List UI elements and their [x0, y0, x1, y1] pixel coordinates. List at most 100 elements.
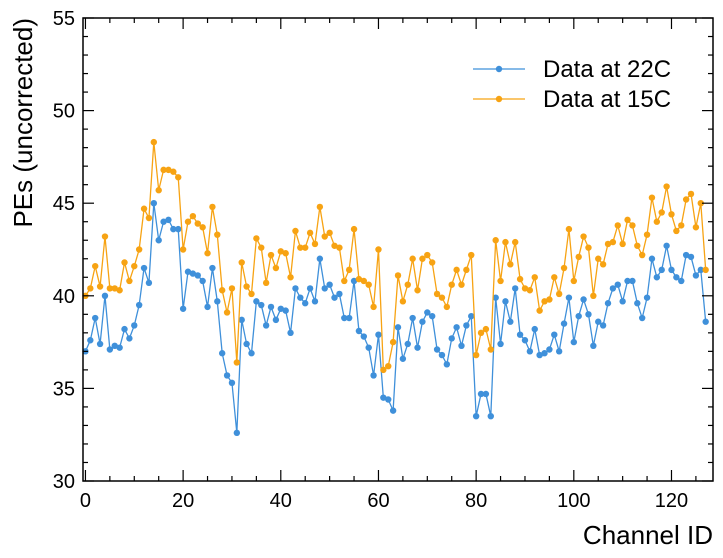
- data-point: [585, 244, 592, 251]
- data-point: [311, 298, 319, 305]
- data-point: [536, 351, 543, 359]
- data-point: [277, 248, 284, 255]
- data-point: [409, 314, 416, 322]
- data-point: [135, 246, 143, 253]
- data-point: [223, 372, 231, 379]
- data-point: [218, 350, 226, 357]
- data-point: [604, 300, 612, 307]
- data-point: [555, 348, 563, 355]
- data-point: [433, 290, 441, 298]
- data-point: [155, 187, 162, 194]
- data-point: [380, 394, 387, 401]
- data-point: [648, 194, 656, 201]
- data-point: [341, 314, 348, 322]
- y-tick-label: 35: [53, 378, 75, 400]
- data-point: [121, 259, 128, 266]
- data-point: [262, 279, 270, 287]
- data-point: [482, 325, 490, 333]
- data-point: [370, 372, 377, 379]
- data-point: [541, 350, 548, 357]
- data-point: [472, 351, 480, 359]
- data-point: [262, 322, 270, 329]
- data-point: [414, 287, 421, 294]
- data-point: [414, 344, 421, 351]
- data-point: [253, 235, 260, 242]
- data-point: [609, 285, 617, 292]
- series-line: [84, 203, 707, 433]
- data-point: [214, 298, 221, 305]
- data-point: [365, 344, 372, 351]
- data-point: [404, 340, 411, 348]
- data-point: [350, 225, 358, 233]
- data-point: [668, 211, 675, 218]
- data-point: [546, 296, 553, 303]
- data-point: [580, 233, 587, 240]
- data-point: [419, 318, 426, 325]
- data-point: [394, 324, 402, 331]
- y-tick-label: 30: [53, 471, 75, 493]
- data-point: [512, 285, 519, 292]
- data-point: [468, 251, 475, 259]
- y-tick-label: 50: [53, 101, 75, 123]
- data-point: [453, 266, 460, 274]
- data-point: [106, 346, 114, 353]
- data-point: [570, 338, 578, 346]
- data-point: [135, 301, 143, 309]
- data-point: [687, 253, 695, 261]
- data-point: [682, 251, 690, 259]
- data-point: [87, 337, 94, 344]
- data-point: [673, 274, 680, 281]
- data-point: [687, 190, 695, 198]
- y-axis-label: PEs (uncorrected): [8, 18, 38, 228]
- data-point: [370, 303, 377, 311]
- data-point: [360, 277, 368, 285]
- x-tick-label: 0: [80, 490, 91, 512]
- data-point: [272, 316, 280, 324]
- data-point: [565, 294, 573, 301]
- data-point: [448, 281, 455, 288]
- data-point: [321, 285, 328, 292]
- data-point: [663, 242, 670, 249]
- data-point: [385, 362, 392, 370]
- data-point: [218, 287, 226, 294]
- data-point: [424, 251, 431, 259]
- data-point: [277, 305, 284, 312]
- data-point: [209, 264, 216, 272]
- data-point: [443, 361, 451, 368]
- data-point: [253, 298, 260, 305]
- data-point: [551, 331, 558, 338]
- data-point: [555, 290, 563, 298]
- data-point: [199, 277, 206, 285]
- data-point: [443, 303, 451, 311]
- data-point: [619, 240, 626, 248]
- data-point: [360, 333, 368, 340]
- data-point: [238, 316, 245, 324]
- data-point: [165, 166, 172, 174]
- data-point: [345, 266, 353, 274]
- data-point: [302, 244, 309, 251]
- data-point: [551, 274, 558, 281]
- data-point: [233, 429, 241, 437]
- data-point: [653, 218, 661, 225]
- data-point: [96, 340, 104, 348]
- data-point: [92, 314, 99, 322]
- data-point: [419, 255, 426, 262]
- data-point: [629, 222, 636, 229]
- series-2: [82, 138, 709, 374]
- data-point: [228, 379, 236, 387]
- data-point: [267, 251, 275, 259]
- data-point: [502, 238, 509, 246]
- data-point: [365, 281, 372, 288]
- data-point: [155, 237, 162, 244]
- data-point: [336, 244, 343, 251]
- data-point: [590, 292, 597, 299]
- data-point: [453, 324, 460, 331]
- data-point: [487, 412, 494, 420]
- data-point: [546, 346, 553, 353]
- data-point: [394, 272, 402, 279]
- data-point: [692, 272, 700, 279]
- data-point: [336, 290, 343, 298]
- data-point: [385, 396, 392, 403]
- data-point: [399, 355, 407, 362]
